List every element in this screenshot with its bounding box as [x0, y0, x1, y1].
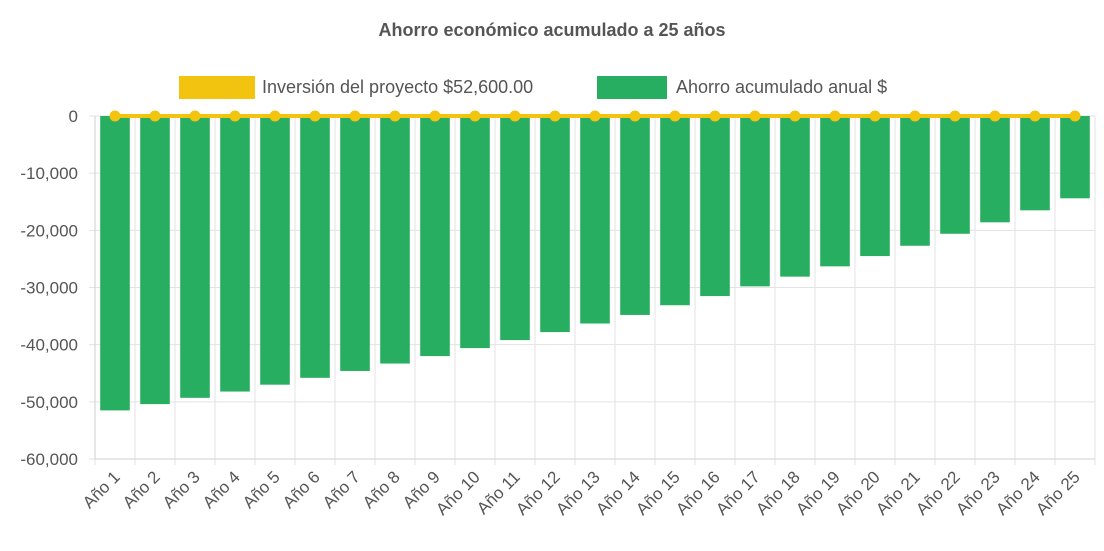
- x-tick-label: Año 5: [239, 467, 284, 512]
- bar-savings[interactable]: [420, 116, 450, 357]
- investment-point[interactable]: [149, 110, 161, 122]
- bar-savings[interactable]: [700, 116, 730, 297]
- investment-point[interactable]: [109, 110, 121, 122]
- investment-point[interactable]: [429, 110, 441, 122]
- x-tick-label: Año 23: [952, 467, 1004, 519]
- y-axis: 0 -10,000 -20,000 -30,000 -40,000 -50,000 -60,…: [20, 107, 96, 469]
- x-tick-label: Año 25: [1032, 467, 1084, 519]
- investment-point[interactable]: [789, 110, 801, 122]
- bar-savings[interactable]: [220, 116, 250, 392]
- investment-point[interactable]: [549, 110, 561, 122]
- y-tick-label: -10,000: [20, 164, 78, 183]
- bar-savings[interactable]: [340, 116, 370, 371]
- bar-savings[interactable]: [1020, 116, 1050, 211]
- investment-point[interactable]: [909, 110, 921, 122]
- x-tick-label: Año 4: [199, 467, 244, 512]
- x-tick-label: Año 19: [792, 467, 844, 519]
- x-tick-label: Año 10: [432, 467, 484, 519]
- bar-savings[interactable]: [820, 116, 850, 267]
- bar-savings[interactable]: [460, 116, 490, 349]
- investment-point[interactable]: [749, 110, 761, 122]
- x-tick-label: Año 12: [512, 467, 564, 519]
- bar-savings[interactable]: [300, 116, 330, 378]
- investment-point[interactable]: [869, 110, 881, 122]
- legend-label-investment[interactable]: Inversión del proyecto $52,600.00: [262, 77, 533, 97]
- investment-point[interactable]: [709, 110, 721, 122]
- bar-savings[interactable]: [180, 116, 210, 398]
- x-tick-label: Año 22: [912, 467, 964, 519]
- investment-point[interactable]: [469, 110, 481, 122]
- investment-point[interactable]: [589, 110, 601, 122]
- x-tick-label: Año 3: [159, 467, 204, 512]
- bar-savings[interactable]: [100, 116, 130, 411]
- y-tick-label: -50,000: [20, 393, 78, 412]
- investment-point[interactable]: [949, 110, 961, 122]
- bar-savings[interactable]: [380, 116, 410, 364]
- y-tick-label: -40,000: [20, 336, 78, 355]
- investment-point[interactable]: [989, 110, 1001, 122]
- bar-savings[interactable]: [860, 116, 890, 257]
- bar-savings[interactable]: [660, 116, 690, 306]
- x-tick-label: Año 18: [752, 467, 804, 519]
- y-tick-label: -60,000: [20, 450, 78, 469]
- investment-point[interactable]: [1029, 110, 1041, 122]
- investment-point[interactable]: [629, 110, 641, 122]
- chart-title: Ahorro económico acumulado a 25 años: [378, 20, 725, 40]
- x-tick-label: Año 13: [552, 467, 604, 519]
- investment-point[interactable]: [229, 110, 241, 122]
- bar-savings[interactable]: [500, 116, 530, 341]
- x-tick-label: Año 15: [632, 467, 684, 519]
- legend: Inversión del proyecto $52,600.00 Ahorro…: [179, 76, 887, 99]
- bar-savings[interactable]: [900, 116, 930, 246]
- bar-savings[interactable]: [740, 116, 770, 287]
- x-tick-label: Año 6: [279, 467, 324, 512]
- y-tick-label: -30,000: [20, 279, 78, 298]
- x-tick-label: Año 1: [79, 467, 124, 512]
- bar-savings[interactable]: [580, 116, 610, 324]
- x-tick-label: Año 16: [672, 467, 724, 519]
- investment-point[interactable]: [1069, 110, 1081, 122]
- investment-point[interactable]: [189, 110, 201, 122]
- y-tick-label: 0: [69, 107, 78, 126]
- bar-savings[interactable]: [940, 116, 970, 234]
- x-tick-label: Año 21: [872, 467, 924, 519]
- investment-line: [109, 110, 1081, 122]
- x-tick-label: Año 17: [712, 467, 764, 519]
- x-tick-label: Año 7: [319, 467, 364, 512]
- x-tick-label: Año 14: [592, 467, 644, 519]
- investment-point[interactable]: [829, 110, 841, 122]
- bar-savings[interactable]: [140, 116, 170, 405]
- savings-bars: [100, 116, 1090, 411]
- bar-savings[interactable]: [540, 116, 570, 333]
- x-tick-label: Año 8: [359, 467, 404, 512]
- grid-lines: [89, 115, 1096, 465]
- investment-point[interactable]: [509, 110, 521, 122]
- bar-savings[interactable]: [1060, 116, 1090, 199]
- bar-savings[interactable]: [620, 116, 650, 315]
- x-tick-label: Año 20: [832, 467, 884, 519]
- x-tick-label: Año 24: [992, 467, 1044, 519]
- legend-label-savings[interactable]: Ahorro acumulado anual $: [676, 77, 887, 97]
- bar-savings[interactable]: [260, 116, 290, 385]
- x-tick-label: Año 2: [119, 467, 164, 512]
- bar-savings[interactable]: [780, 116, 810, 277]
- y-tick-label: -20,000: [20, 221, 78, 240]
- legend-swatch-savings[interactable]: [597, 76, 667, 99]
- investment-point[interactable]: [349, 110, 361, 122]
- investment-point[interactable]: [309, 110, 321, 122]
- investment-point[interactable]: [669, 110, 681, 122]
- bar-savings[interactable]: [980, 116, 1010, 223]
- investment-point[interactable]: [269, 110, 281, 122]
- investment-point[interactable]: [389, 110, 401, 122]
- legend-swatch-investment[interactable]: [179, 76, 255, 99]
